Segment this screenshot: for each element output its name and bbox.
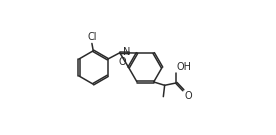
Text: O: O xyxy=(184,90,192,101)
Text: O: O xyxy=(118,57,126,67)
Text: Cl: Cl xyxy=(87,32,97,42)
Text: N: N xyxy=(123,47,131,57)
Text: OH: OH xyxy=(177,62,192,72)
